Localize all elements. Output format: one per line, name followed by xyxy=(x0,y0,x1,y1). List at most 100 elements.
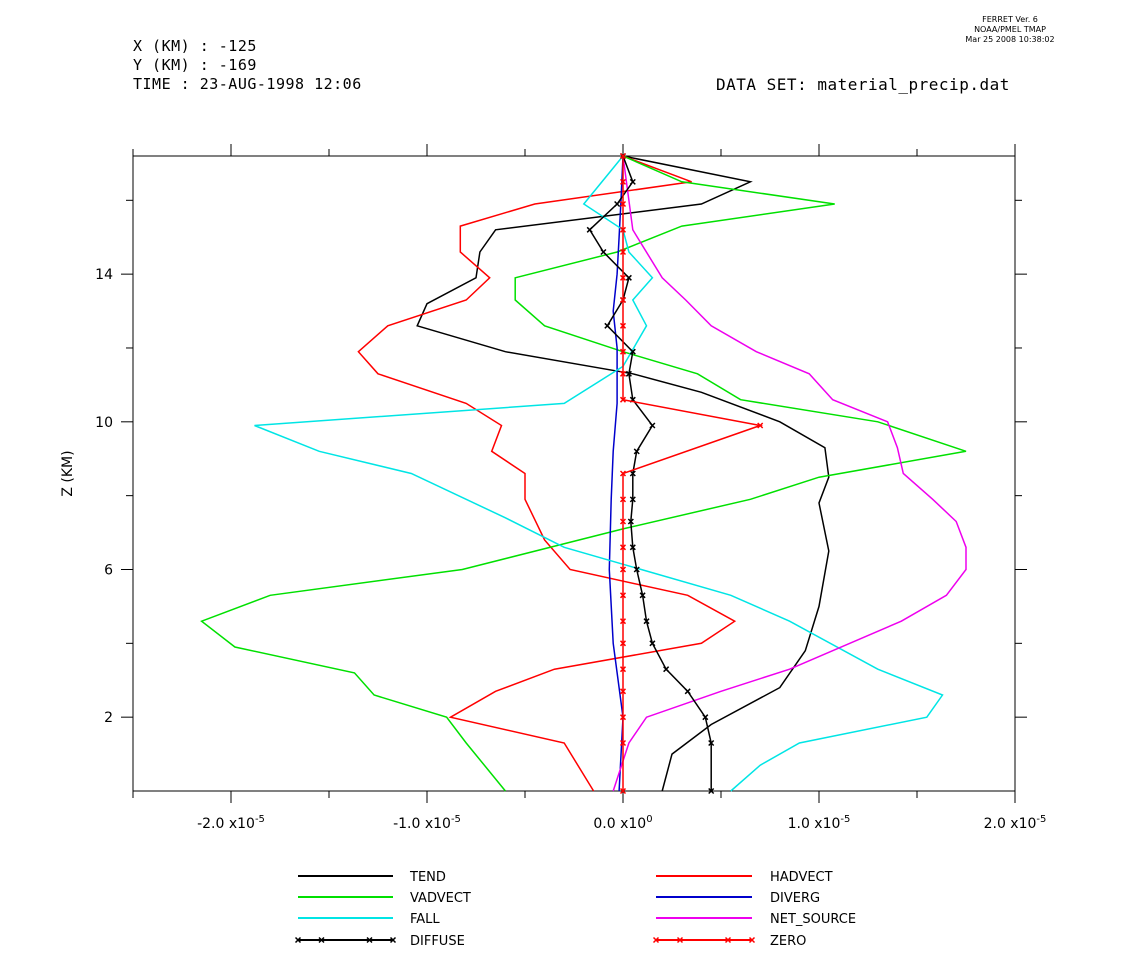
legend-label: DIFFUSE xyxy=(410,934,465,949)
x-tick-label: -2.0 x10-5 xyxy=(197,814,265,832)
series-line-fall xyxy=(254,155,944,792)
legend-marker xyxy=(724,936,732,944)
point-marker-zero xyxy=(619,496,627,503)
point-marker-zero xyxy=(619,470,627,477)
point-marker-zero xyxy=(619,274,627,281)
point-marker-diffuse xyxy=(639,592,646,599)
x-tick-label: 1.0 x10-5 xyxy=(788,814,851,832)
legend-item-tend: TEND xyxy=(298,870,446,885)
time-label: TIME : 23-AUG-1998 12:06 xyxy=(133,75,362,93)
legend-marker xyxy=(366,936,373,944)
point-marker-zero xyxy=(619,739,627,747)
point-marker-zero xyxy=(619,518,627,525)
point-marker-diffuse xyxy=(629,178,636,185)
point-marker-zero xyxy=(619,152,627,160)
series-line-net-source xyxy=(612,155,967,792)
point-marker-diffuse xyxy=(629,496,636,503)
legend-marker xyxy=(652,936,660,944)
x-tick-label: -1.0 x10-5 xyxy=(393,814,461,832)
point-marker-diffuse xyxy=(702,714,709,721)
series-line-hadvect xyxy=(357,155,737,792)
point-marker-zero xyxy=(619,566,627,573)
point-marker-diffuse xyxy=(684,688,691,695)
point-marker-zero xyxy=(619,544,627,551)
series-hadvect xyxy=(357,155,737,792)
point-marker-zero xyxy=(619,592,627,599)
point-marker-zero xyxy=(619,787,627,795)
y-axis-label: Z (KM) xyxy=(60,450,76,496)
series-layer xyxy=(200,152,967,795)
series-fall xyxy=(254,155,944,792)
point-marker-zero xyxy=(619,322,627,329)
point-marker-diffuse xyxy=(663,666,670,673)
y-tick-label: 2 xyxy=(104,710,113,726)
series-line-tend xyxy=(416,155,830,792)
legend-item-zero: ZERO xyxy=(652,934,806,949)
legend-item-diffuse: DIFFUSE xyxy=(294,934,465,949)
series-vadvect xyxy=(200,155,967,792)
x-tick-label: 2.0 x10-5 xyxy=(984,814,1047,832)
point-marker-zero xyxy=(619,370,627,377)
point-marker-zero xyxy=(619,666,627,673)
point-marker-diffuse xyxy=(625,370,632,377)
legend-marker xyxy=(748,936,756,944)
legend-label: TEND xyxy=(409,870,446,885)
series-net-source xyxy=(612,155,967,792)
legend-item-vadvect: VADVECT xyxy=(298,891,471,906)
point-marker-zero xyxy=(757,422,764,429)
legend-label: NET_SOURCE xyxy=(770,912,856,927)
plot-frame xyxy=(132,155,1016,792)
legend-label: ZERO xyxy=(770,934,806,949)
y-tick-label: 6 xyxy=(104,562,113,578)
point-marker-zero xyxy=(619,296,627,304)
point-marker-diffuse xyxy=(633,566,640,573)
legend-label: DIVERG xyxy=(770,891,820,906)
point-marker-diffuse xyxy=(600,248,607,256)
point-marker-diffuse xyxy=(649,640,656,647)
point-marker-zero xyxy=(619,348,627,355)
legend-marker xyxy=(294,936,302,944)
x-tick-label: 0.0 x100 xyxy=(593,814,652,832)
point-marker-diffuse xyxy=(627,518,634,525)
legend-marker xyxy=(389,936,397,944)
stamp-line-1: FERRET Ver. 6 xyxy=(982,15,1038,24)
point-marker-zero xyxy=(619,200,627,208)
point-marker-diffuse xyxy=(629,470,636,477)
point-marker-diffuse xyxy=(625,274,632,281)
legend-marker xyxy=(676,936,684,944)
point-marker-diffuse xyxy=(586,226,593,233)
legend-item-net-source: NET_SOURCE xyxy=(656,912,856,927)
series-zero xyxy=(619,152,764,795)
series-line-vadvect xyxy=(200,155,967,792)
y-coordinate-label: Y (KM) : -169 xyxy=(133,56,257,74)
point-marker-zero xyxy=(619,248,627,256)
series-tend xyxy=(416,155,830,792)
legend-label: HADVECT xyxy=(770,870,833,885)
series-line-diffuse xyxy=(588,155,712,791)
point-marker-diffuse xyxy=(649,422,656,429)
point-marker-diffuse xyxy=(643,618,650,625)
dataset-label: DATA SET: material_precip.dat xyxy=(716,75,1010,94)
ferret-stamp: FERRET Ver. 6 NOAA/PMEL TMAP Mar 25 2008… xyxy=(950,15,1070,45)
legend-marker xyxy=(318,936,325,944)
legend-item-diverg: DIVERG xyxy=(656,891,820,906)
legend-item-hadvect: HADVECT xyxy=(656,870,833,885)
stamp-line-2: NOAA/PMEL TMAP xyxy=(974,25,1046,34)
point-marker-zero xyxy=(619,688,627,695)
point-marker-zero xyxy=(619,226,627,233)
legend: TEND HADVECT VADVECT DIVERG FALL NET_SOURCE DI… xyxy=(294,870,856,949)
point-marker-diffuse xyxy=(629,348,636,355)
point-marker-zero xyxy=(619,178,627,185)
x-coordinate-label: X (KM) : -125 xyxy=(133,37,257,55)
point-marker-diffuse xyxy=(708,787,715,795)
series-line-diverg xyxy=(608,155,624,792)
series-diffuse xyxy=(586,152,715,795)
point-marker-zero xyxy=(619,714,627,721)
legend-label: FALL xyxy=(410,912,440,927)
point-marker-zero xyxy=(619,396,627,403)
point-marker-zero xyxy=(619,640,627,647)
point-marker-diffuse xyxy=(614,200,621,208)
axis-ticks: -2.0 x10-5 -1.0 x10-5 0.0 x100 1.0 x10-5 2.0… xyxy=(95,144,1046,832)
series-diverg xyxy=(608,155,624,792)
